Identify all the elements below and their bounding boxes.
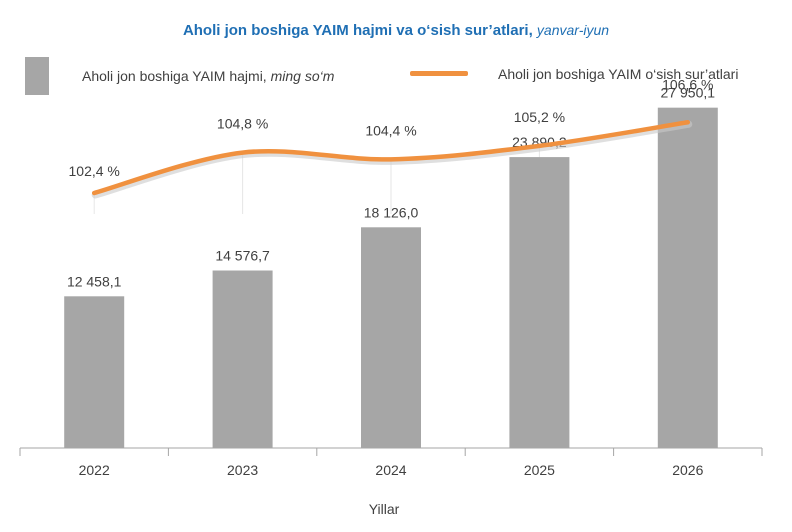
x-tick-label-2022: 2022 (79, 462, 110, 478)
growth-label-2024: 104,4 % (365, 122, 416, 138)
bar-label-2023: 14 576,7 (215, 248, 270, 264)
growth-label-2023: 104,8 % (217, 116, 268, 132)
chart-title-period: yanvar-iyun (536, 22, 610, 38)
legend-line-label: Aholi jon boshiga YAIM o‘sish sur’atlari (498, 66, 739, 82)
bar-label-2026: 27 950,1 (661, 85, 716, 101)
x-tick-label-2024: 2024 (375, 462, 406, 478)
x-tick-label-2023: 2023 (227, 462, 258, 478)
chart-legend: Aholi jon boshiga YAIM hajmi, ming so‘m … (0, 55, 792, 95)
chart-title-main: Aholi jon boshiga YAIM hajmi va o‘sish s… (182, 22, 529, 39)
growth-label-2025: 105,2 % (514, 109, 565, 125)
chart-title-separator: , (528, 22, 537, 39)
chart-title: Aholi jon boshiga YAIM hajmi va o‘sish s… (0, 22, 792, 39)
legend-bar-swatch (25, 57, 49, 95)
bar-2022 (64, 296, 125, 448)
x-tick-label-2025: 2025 (524, 462, 555, 478)
bar-2026 (657, 107, 718, 448)
growth-line (91, 120, 691, 196)
legend-bar-text: Aholi jon boshiga YAIM hajmi, (82, 68, 267, 84)
growth-label-2022: 102,4 % (69, 163, 120, 179)
bar-label-2024: 18 126,0 (364, 204, 419, 220)
bar-2023 (212, 270, 273, 448)
bar-2024 (361, 227, 421, 448)
bar-2025 (509, 157, 570, 448)
legend-line-swatch (410, 71, 468, 76)
x-tick-label-2026: 2026 (672, 462, 703, 478)
legend-bar-label: Aholi jon boshiga YAIM hajmi, ming so‘m (82, 68, 334, 84)
bar-label-2022: 12 458,1 (67, 273, 122, 289)
growth-label-2026: 106,6 % (662, 76, 713, 92)
legend-bar-unit: ming so‘m (270, 68, 335, 84)
x-axis-title: Yillar (369, 501, 400, 517)
